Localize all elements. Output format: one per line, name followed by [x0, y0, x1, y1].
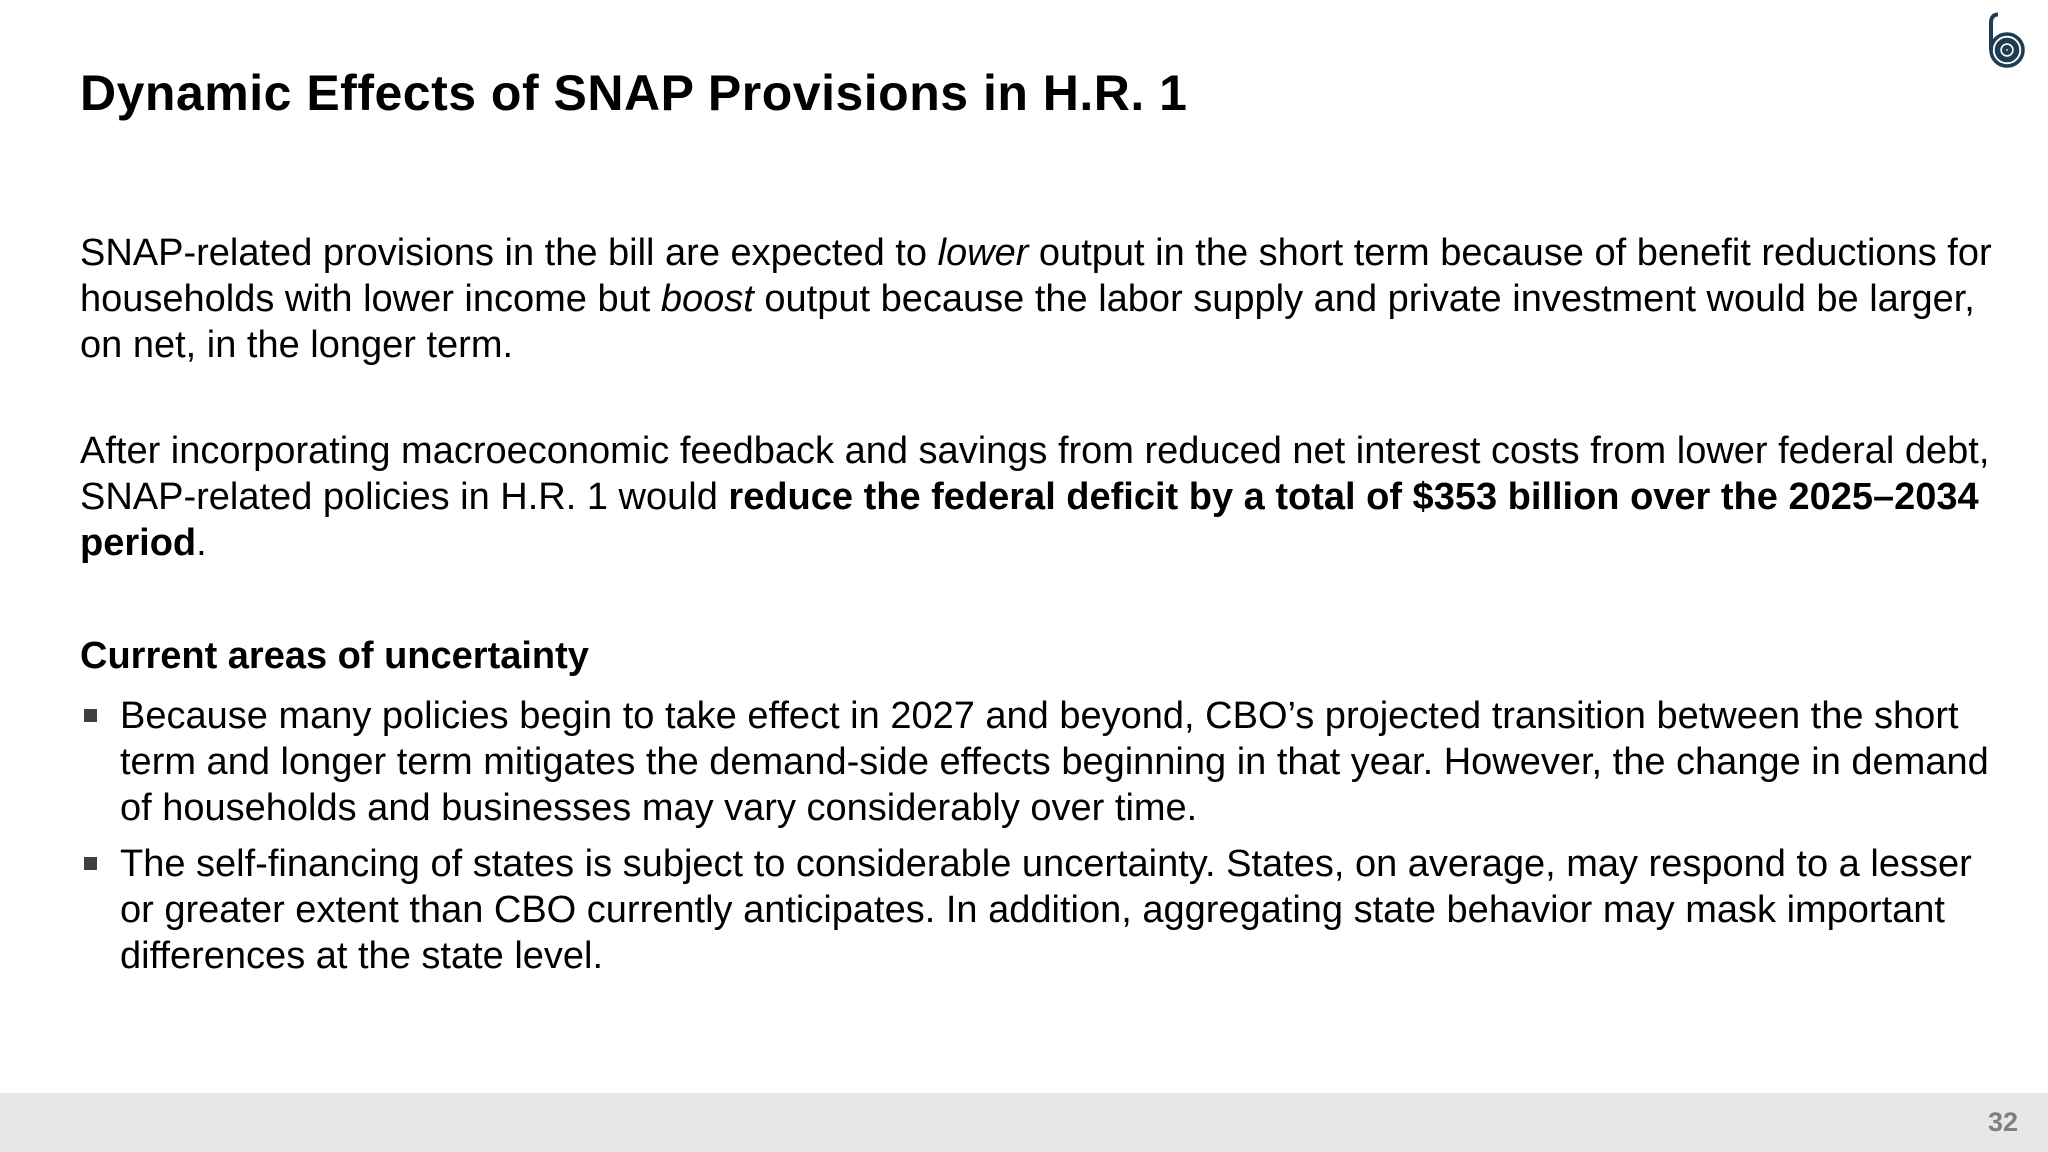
list-item-state-self-financing: The self-financing of states is subject … [80, 841, 2012, 979]
p2-text-pre: After incorporating macroeconomic feedba… [80, 430, 1990, 518]
p1-text-pre: SNAP-related provisions in the bill are … [80, 232, 938, 274]
bullet-text: The self-financing of states is subject … [120, 843, 1972, 977]
p2-text-post: . [196, 522, 207, 564]
uncertainty-heading: Current areas of uncertainty [80, 635, 589, 677]
page-number: 32 [1987, 1107, 2018, 1137]
footer-bar: 32 [0, 1093, 2048, 1152]
p1-italic-boost: boost [660, 278, 754, 320]
slide-title: Dynamic Effects of SNAP Provisions in H.… [80, 65, 1188, 121]
bullet-square-icon [84, 709, 97, 722]
paragraph-snap-output-effects: SNAP-related provisions in the bill are … [80, 230, 1992, 368]
uncertainty-list: Because many policies begin to take effe… [80, 693, 2012, 979]
bullet-square-icon [84, 857, 97, 870]
p1-text-mid: output in the short term because of bene… [80, 232, 1992, 320]
paragraph-deficit-reduction: After incorporating macroeconomic feedba… [80, 428, 1992, 566]
bullet-text: Because many policies begin to take effe… [120, 695, 1989, 829]
p1-text-post: output because the labor supply and priv… [80, 278, 1975, 366]
p2-bold-deficit-figure: reduce the federal deficit by a total of… [80, 476, 1979, 564]
p1-italic-lower: lower [937, 232, 1029, 274]
cbo-logo-icon [1982, 10, 2030, 72]
list-item-transition-timing: Because many policies begin to take effe… [80, 693, 2012, 831]
